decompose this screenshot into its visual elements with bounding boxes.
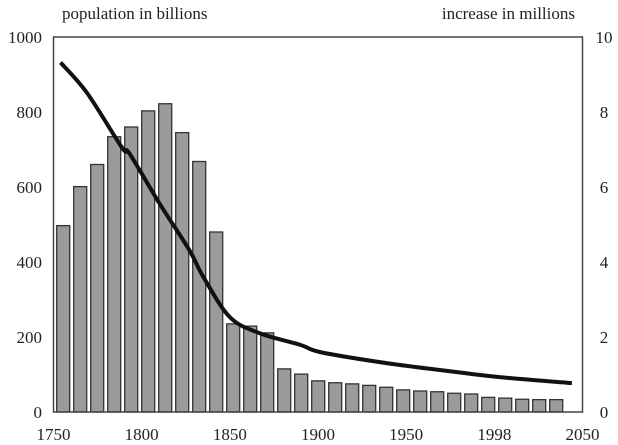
left-tick-800: 800: [17, 103, 43, 122]
bar-2040: [549, 398, 564, 413]
bar-1970: [430, 391, 445, 413]
bar-1860: [243, 325, 258, 413]
right-tick-10: 10: [596, 28, 613, 47]
bar-series: [56, 103, 564, 413]
bar-1910: [328, 382, 343, 413]
bar-2030: [532, 398, 547, 413]
bar-1780: [107, 136, 122, 413]
bar-1980: [447, 392, 462, 413]
x-tick-1900: 1900: [301, 425, 335, 444]
x-tick-1750: 1750: [37, 425, 71, 444]
bar-1820: [175, 131, 190, 413]
x-tick-2050: 2050: [566, 425, 600, 444]
bar-1940: [379, 386, 394, 413]
bar-1760: [73, 185, 88, 413]
bar-1890: [294, 373, 309, 413]
bar-1750: [56, 224, 71, 413]
x-tick-labels: 1750 1800 1850 1900 1950 1998 2050: [37, 425, 600, 444]
bar-1810: [158, 103, 173, 413]
right-tick-8: 8: [600, 103, 609, 122]
bar-1920: [345, 383, 360, 413]
right-y-tick-labels: 0 2 4 6 8 10: [596, 28, 613, 422]
bar-1870: [260, 332, 275, 413]
x-tick-1850: 1850: [213, 425, 247, 444]
left-tick-1000: 1000: [8, 28, 42, 47]
x-tick-1800: 1800: [125, 425, 159, 444]
bar-1900: [311, 380, 326, 413]
bar-1840: [209, 231, 224, 413]
bar-2020: [515, 398, 530, 413]
right-axis-label: increase in millions: [442, 4, 575, 23]
bar-2010: [498, 397, 513, 413]
left-y-tick-labels: 0 200 400 600 800 1000: [8, 28, 42, 422]
bar-1790: [124, 126, 139, 413]
bar-1850: [226, 323, 241, 413]
bar-1990: [464, 393, 479, 413]
curve-line: [59, 61, 573, 386]
right-tick-6: 6: [600, 178, 609, 197]
left-axis-label: population in billions: [62, 4, 207, 23]
bar-2000: [481, 396, 496, 413]
left-tick-200: 200: [17, 328, 43, 347]
left-tick-400: 400: [17, 253, 43, 272]
bar-1880: [277, 368, 292, 413]
bar-1830: [192, 160, 207, 413]
bar-1770: [90, 163, 105, 413]
bar-1960: [413, 390, 428, 413]
plot-frame: [52, 36, 584, 413]
left-tick-0: 0: [34, 403, 43, 422]
right-tick-2: 2: [600, 328, 609, 347]
right-tick-4: 4: [600, 253, 609, 272]
bar-1930: [362, 384, 377, 413]
right-tick-0: 0: [600, 403, 609, 422]
left-tick-600: 600: [17, 178, 43, 197]
x-tick-1950: 1950: [389, 425, 423, 444]
bar-1800: [141, 110, 156, 413]
bar-1950: [396, 389, 411, 413]
x-tick-1998: 1998: [477, 425, 511, 444]
